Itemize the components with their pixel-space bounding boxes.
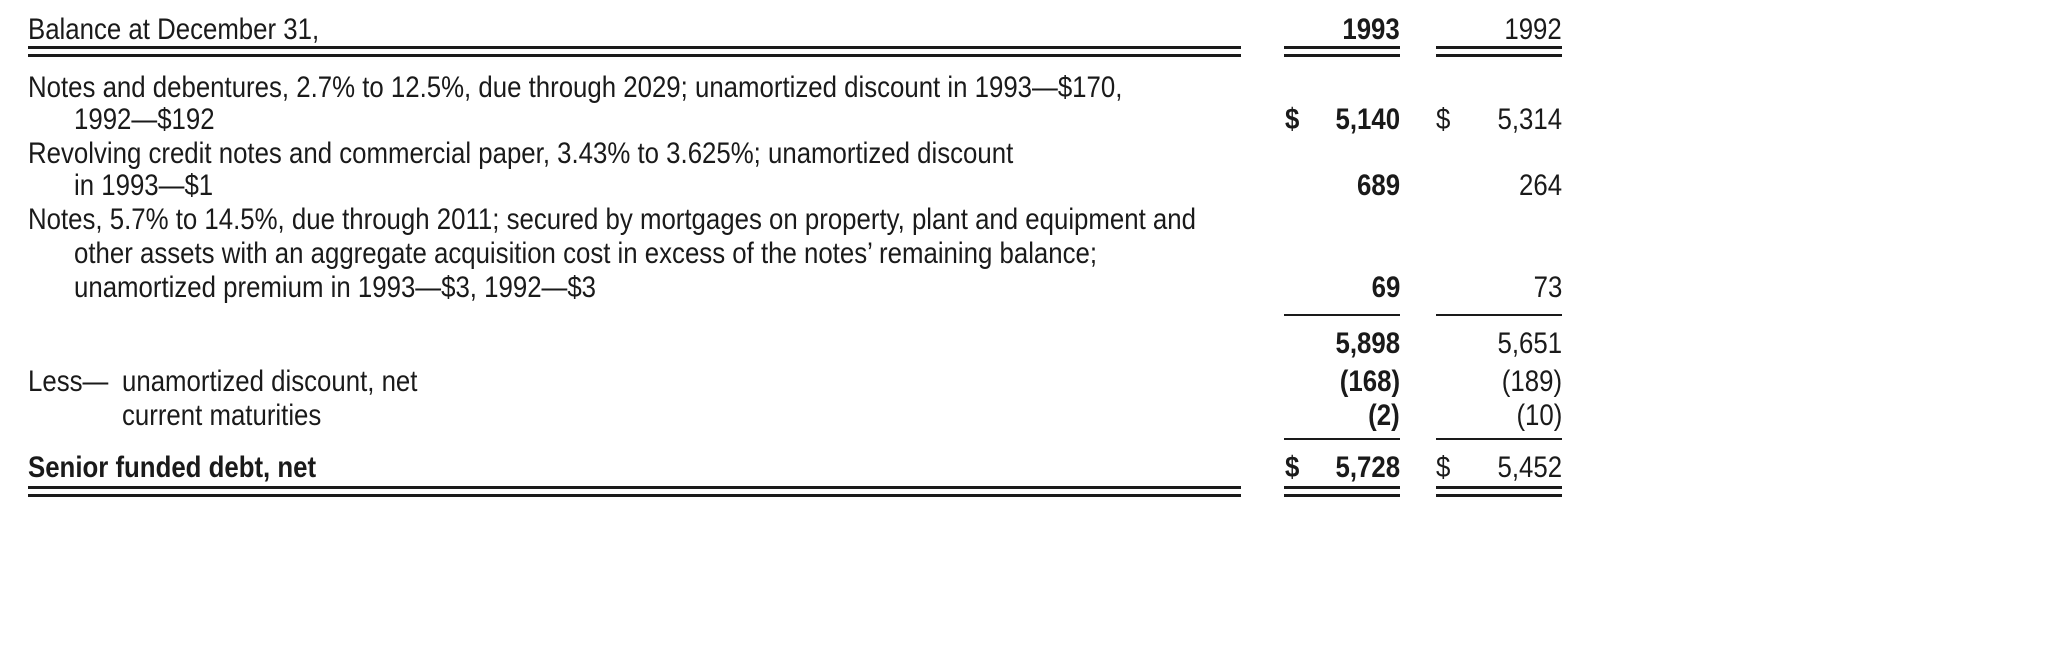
- row-notes-debentures-value-1992: 5,314: [1497, 103, 1562, 136]
- row-current-maturities-value-1993: (2): [1368, 399, 1400, 432]
- row-secured-notes-value-1993: 69: [1371, 271, 1400, 304]
- row-current-maturities-label: current maturities: [122, 399, 322, 432]
- row-revolving-credit-value-1992: 264: [1518, 169, 1562, 202]
- row-notes-debentures-value-1993: 5,140: [1335, 103, 1400, 136]
- footer-rule-1992-top: [1436, 486, 1562, 489]
- subtotal-rule-1992: [1436, 314, 1562, 316]
- row-notes-debentures-line2: 1992—$192: [74, 103, 215, 136]
- row-notes-debentures-currency-1993: $: [1285, 103, 1300, 136]
- header-rule-1993-bottom: [1284, 54, 1400, 57]
- header-rule-1993-top: [1284, 46, 1400, 49]
- row-senior-funded-debt-currency-1992: $: [1436, 451, 1451, 484]
- less-prefix: Less—: [28, 365, 109, 398]
- header-rule-1992-bottom: [1436, 54, 1562, 57]
- header-rule-1992-top: [1436, 46, 1562, 49]
- total-rule-1992: [1436, 438, 1562, 440]
- row-secured-notes-line1: Notes, 5.7% to 14.5%, due through 2011; …: [28, 203, 1196, 236]
- row-senior-funded-debt-value-1992: 5,452: [1497, 451, 1562, 484]
- row-notes-debentures-currency-1992: $: [1436, 103, 1451, 136]
- row-notes-debentures-line1: Notes and debentures, 2.7% to 12.5%, due…: [28, 71, 1123, 104]
- row-revolving-credit-value-1993: 689: [1356, 169, 1400, 202]
- row-senior-funded-debt-label: Senior funded debt, net: [28, 451, 317, 484]
- row-secured-notes-line2: other assets with an aggregate acquisiti…: [74, 237, 1098, 270]
- row-unamortized-discount-value-1992: (189): [1501, 365, 1562, 398]
- footer-rule-1993-bottom: [1284, 494, 1400, 497]
- row-secured-notes-value-1992: 73: [1533, 271, 1562, 304]
- row-secured-notes-line3: unamortized premium in 1993—$3, 1992—$3: [74, 271, 597, 304]
- total-rule-1993: [1284, 438, 1400, 440]
- footer-rule-label-bottom: [28, 494, 1241, 497]
- subtotal-value-1992: 5,651: [1497, 327, 1562, 360]
- header-year-1992: 1992: [1504, 13, 1562, 46]
- row-unamortized-discount-value-1993: (168): [1339, 365, 1400, 398]
- header-rule-label-bottom: [28, 54, 1241, 57]
- subtotal-value-1993: 5,898: [1335, 327, 1400, 360]
- row-revolving-credit-line1: Revolving credit notes and commercial pa…: [28, 137, 1014, 170]
- subtotal-rule-1993: [1284, 314, 1400, 316]
- row-unamortized-discount-label: unamortized discount, net: [122, 365, 418, 398]
- footer-rule-1993-top: [1284, 486, 1400, 489]
- row-senior-funded-debt-currency-1993: $: [1285, 451, 1300, 484]
- header-rule-label-top: [28, 46, 1241, 49]
- header-year-1993: 1993: [1342, 13, 1400, 46]
- row-senior-funded-debt-value-1993: 5,728: [1335, 451, 1400, 484]
- footer-rule-1992-bottom: [1436, 494, 1562, 497]
- header-label: Balance at December 31,: [28, 13, 320, 46]
- footer-rule-label-top: [28, 486, 1241, 489]
- row-current-maturities-value-1992: (10): [1516, 399, 1562, 432]
- row-revolving-credit-line2: in 1993—$1: [74, 169, 214, 202]
